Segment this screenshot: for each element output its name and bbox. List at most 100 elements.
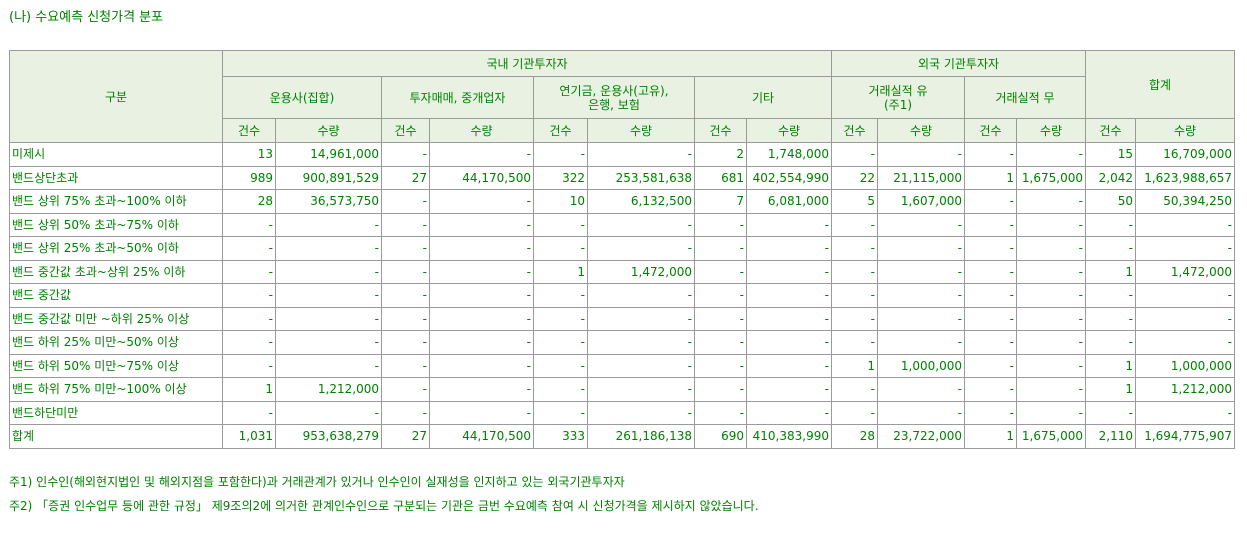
cell-quantity: - <box>429 283 534 308</box>
cell-count: - <box>964 236 1017 261</box>
header-count: 건수 <box>694 118 747 143</box>
row-label: 밴드 하위 25% 미만~50% 이상 <box>9 330 223 355</box>
cell-count: 27 <box>381 424 430 449</box>
table-row: 밴드 하위 50% 미만~75% 이상 - - - - - - - -1 1,000,000- -1… <box>9 353 1235 378</box>
header-group-2: 연기금, 운용사(고유), 은행, 보험 <box>533 76 695 119</box>
cell-count: 7 <box>694 189 747 214</box>
cell-quantity: 44,170,500 <box>429 165 534 190</box>
cell-quantity: - <box>1016 259 1086 284</box>
cell-quantity: - <box>275 353 382 378</box>
cell-count: - <box>381 236 430 261</box>
cell-count: - <box>831 142 878 167</box>
cell-quantity: 1,694,775,907 <box>1135 424 1235 449</box>
cell-quantity: - <box>1016 142 1086 167</box>
cell-quantity: - <box>1135 212 1235 237</box>
cell-quantity: - <box>746 400 832 425</box>
cell-count: - <box>694 212 747 237</box>
row-label: 밴드 하위 50% 미만~75% 이상 <box>9 353 223 378</box>
cell-quantity: - <box>275 306 382 331</box>
cell-quantity: - <box>1016 330 1086 355</box>
cell-quantity: - <box>1016 353 1086 378</box>
cell-count: 322 <box>533 165 588 190</box>
cell-quantity: - <box>877 400 965 425</box>
header-group-4: 거래실적 유 (주1) <box>831 76 965 119</box>
cell-quantity: - <box>587 330 695 355</box>
cell-quantity: - <box>275 259 382 284</box>
cell-count: 1 <box>1085 353 1136 378</box>
cell-quantity: 1,748,000 <box>746 142 832 167</box>
cell-quantity: - <box>587 377 695 402</box>
cell-count: - <box>694 400 747 425</box>
table-row: 밴드 하위 75% 미만~100% 이상 1 1,212,000- - - - - - - - - -… <box>9 377 1235 402</box>
cell-quantity: - <box>1135 236 1235 261</box>
cell-quantity: - <box>275 330 382 355</box>
cell-count: - <box>831 306 878 331</box>
cell-quantity: - <box>746 353 832 378</box>
cell-quantity: 1,607,000 <box>877 189 965 214</box>
table-row: 밴드하단미만 - - - - - - - - - - - - - - <box>9 400 1235 425</box>
cell-count: - <box>964 330 1017 355</box>
cell-count: - <box>533 212 588 237</box>
cell-quantity: - <box>429 142 534 167</box>
cell-quantity: - <box>1016 236 1086 261</box>
cell-quantity: 23,722,000 <box>877 424 965 449</box>
cell-count: - <box>381 400 430 425</box>
cell-quantity: 6,081,000 <box>746 189 832 214</box>
header-group-3: 기타 <box>694 76 832 119</box>
cell-count: - <box>831 212 878 237</box>
cell-quantity: - <box>1135 283 1235 308</box>
cell-quantity: - <box>429 236 534 261</box>
cell-count: - <box>381 142 430 167</box>
cell-quantity: - <box>746 212 832 237</box>
table-row: 밴드 상위 75% 초과~100% 이하 28 36,573,750- -10 6,13… <box>9 189 1235 214</box>
cell-quantity: - <box>587 283 695 308</box>
cell-quantity: - <box>429 189 534 214</box>
cell-count: 15 <box>1085 142 1136 167</box>
table-row: 밴드 상위 25% 초과~50% 이하 - - - - - - - - - - - - - - <box>9 236 1235 261</box>
cell-count: - <box>222 400 276 425</box>
cell-count: - <box>964 306 1017 331</box>
cell-count: - <box>533 330 588 355</box>
cell-count: - <box>533 142 588 167</box>
cell-quantity: 6,132,500 <box>587 189 695 214</box>
row-label: 밴드 중간값 <box>9 283 223 308</box>
cell-count: - <box>533 283 588 308</box>
footnote-2: 주2) 「증권 인수업무 등에 관한 규정」 제9조의2에 의거한 관계인수인으… <box>9 499 759 513</box>
header-total: 합계 <box>1085 50 1235 119</box>
cell-quantity: - <box>877 283 965 308</box>
cell-count: - <box>533 377 588 402</box>
cell-quantity: - <box>877 142 965 167</box>
cell-count: 1,031 <box>222 424 276 449</box>
cell-count: - <box>381 283 430 308</box>
table-row: 밴드 중간값 미만 ~하위 25% 이상 - - - - - - - - - - - - - - <box>9 306 1235 331</box>
row-label: 밴드 하위 75% 미만~100% 이상 <box>9 377 223 402</box>
cell-count: - <box>1085 306 1136 331</box>
cell-count: - <box>964 142 1017 167</box>
cell-quantity: - <box>587 306 695 331</box>
cell-quantity: - <box>877 330 965 355</box>
cell-quantity: - <box>877 306 965 331</box>
row-label: 밴드 상위 50% 초과~75% 이하 <box>9 212 223 237</box>
cell-quantity: - <box>877 377 965 402</box>
cell-quantity: 36,573,750 <box>275 189 382 214</box>
table-row: 밴드 중간값 - - - - - - - - - - - - - - <box>9 283 1235 308</box>
header-group-5: 거래실적 무 <box>964 76 1086 119</box>
cell-quantity: - <box>746 330 832 355</box>
header-quantity: 수량 <box>587 118 695 143</box>
row-label: 밴드 상위 25% 초과~50% 이하 <box>9 236 223 261</box>
header-count: 건수 <box>1085 118 1136 143</box>
cell-quantity: - <box>877 236 965 261</box>
cell-count: - <box>964 377 1017 402</box>
cell-count: - <box>222 283 276 308</box>
cell-count: - <box>1085 212 1136 237</box>
cell-quantity: 1,000,000 <box>1135 353 1235 378</box>
cell-count: - <box>694 283 747 308</box>
header-group-0: 운용사(집합) <box>222 76 382 119</box>
header-domestic: 국내 기관투자자 <box>222 50 832 77</box>
table-row: 합계 1,031 953,638,279 27 44,170,500 333 261,186… <box>9 424 1235 449</box>
cell-count: 1 <box>533 259 588 284</box>
cell-quantity: 900,891,529 <box>275 165 382 190</box>
cell-count: - <box>694 259 747 284</box>
cell-quantity: - <box>429 330 534 355</box>
cell-quantity: - <box>429 259 534 284</box>
